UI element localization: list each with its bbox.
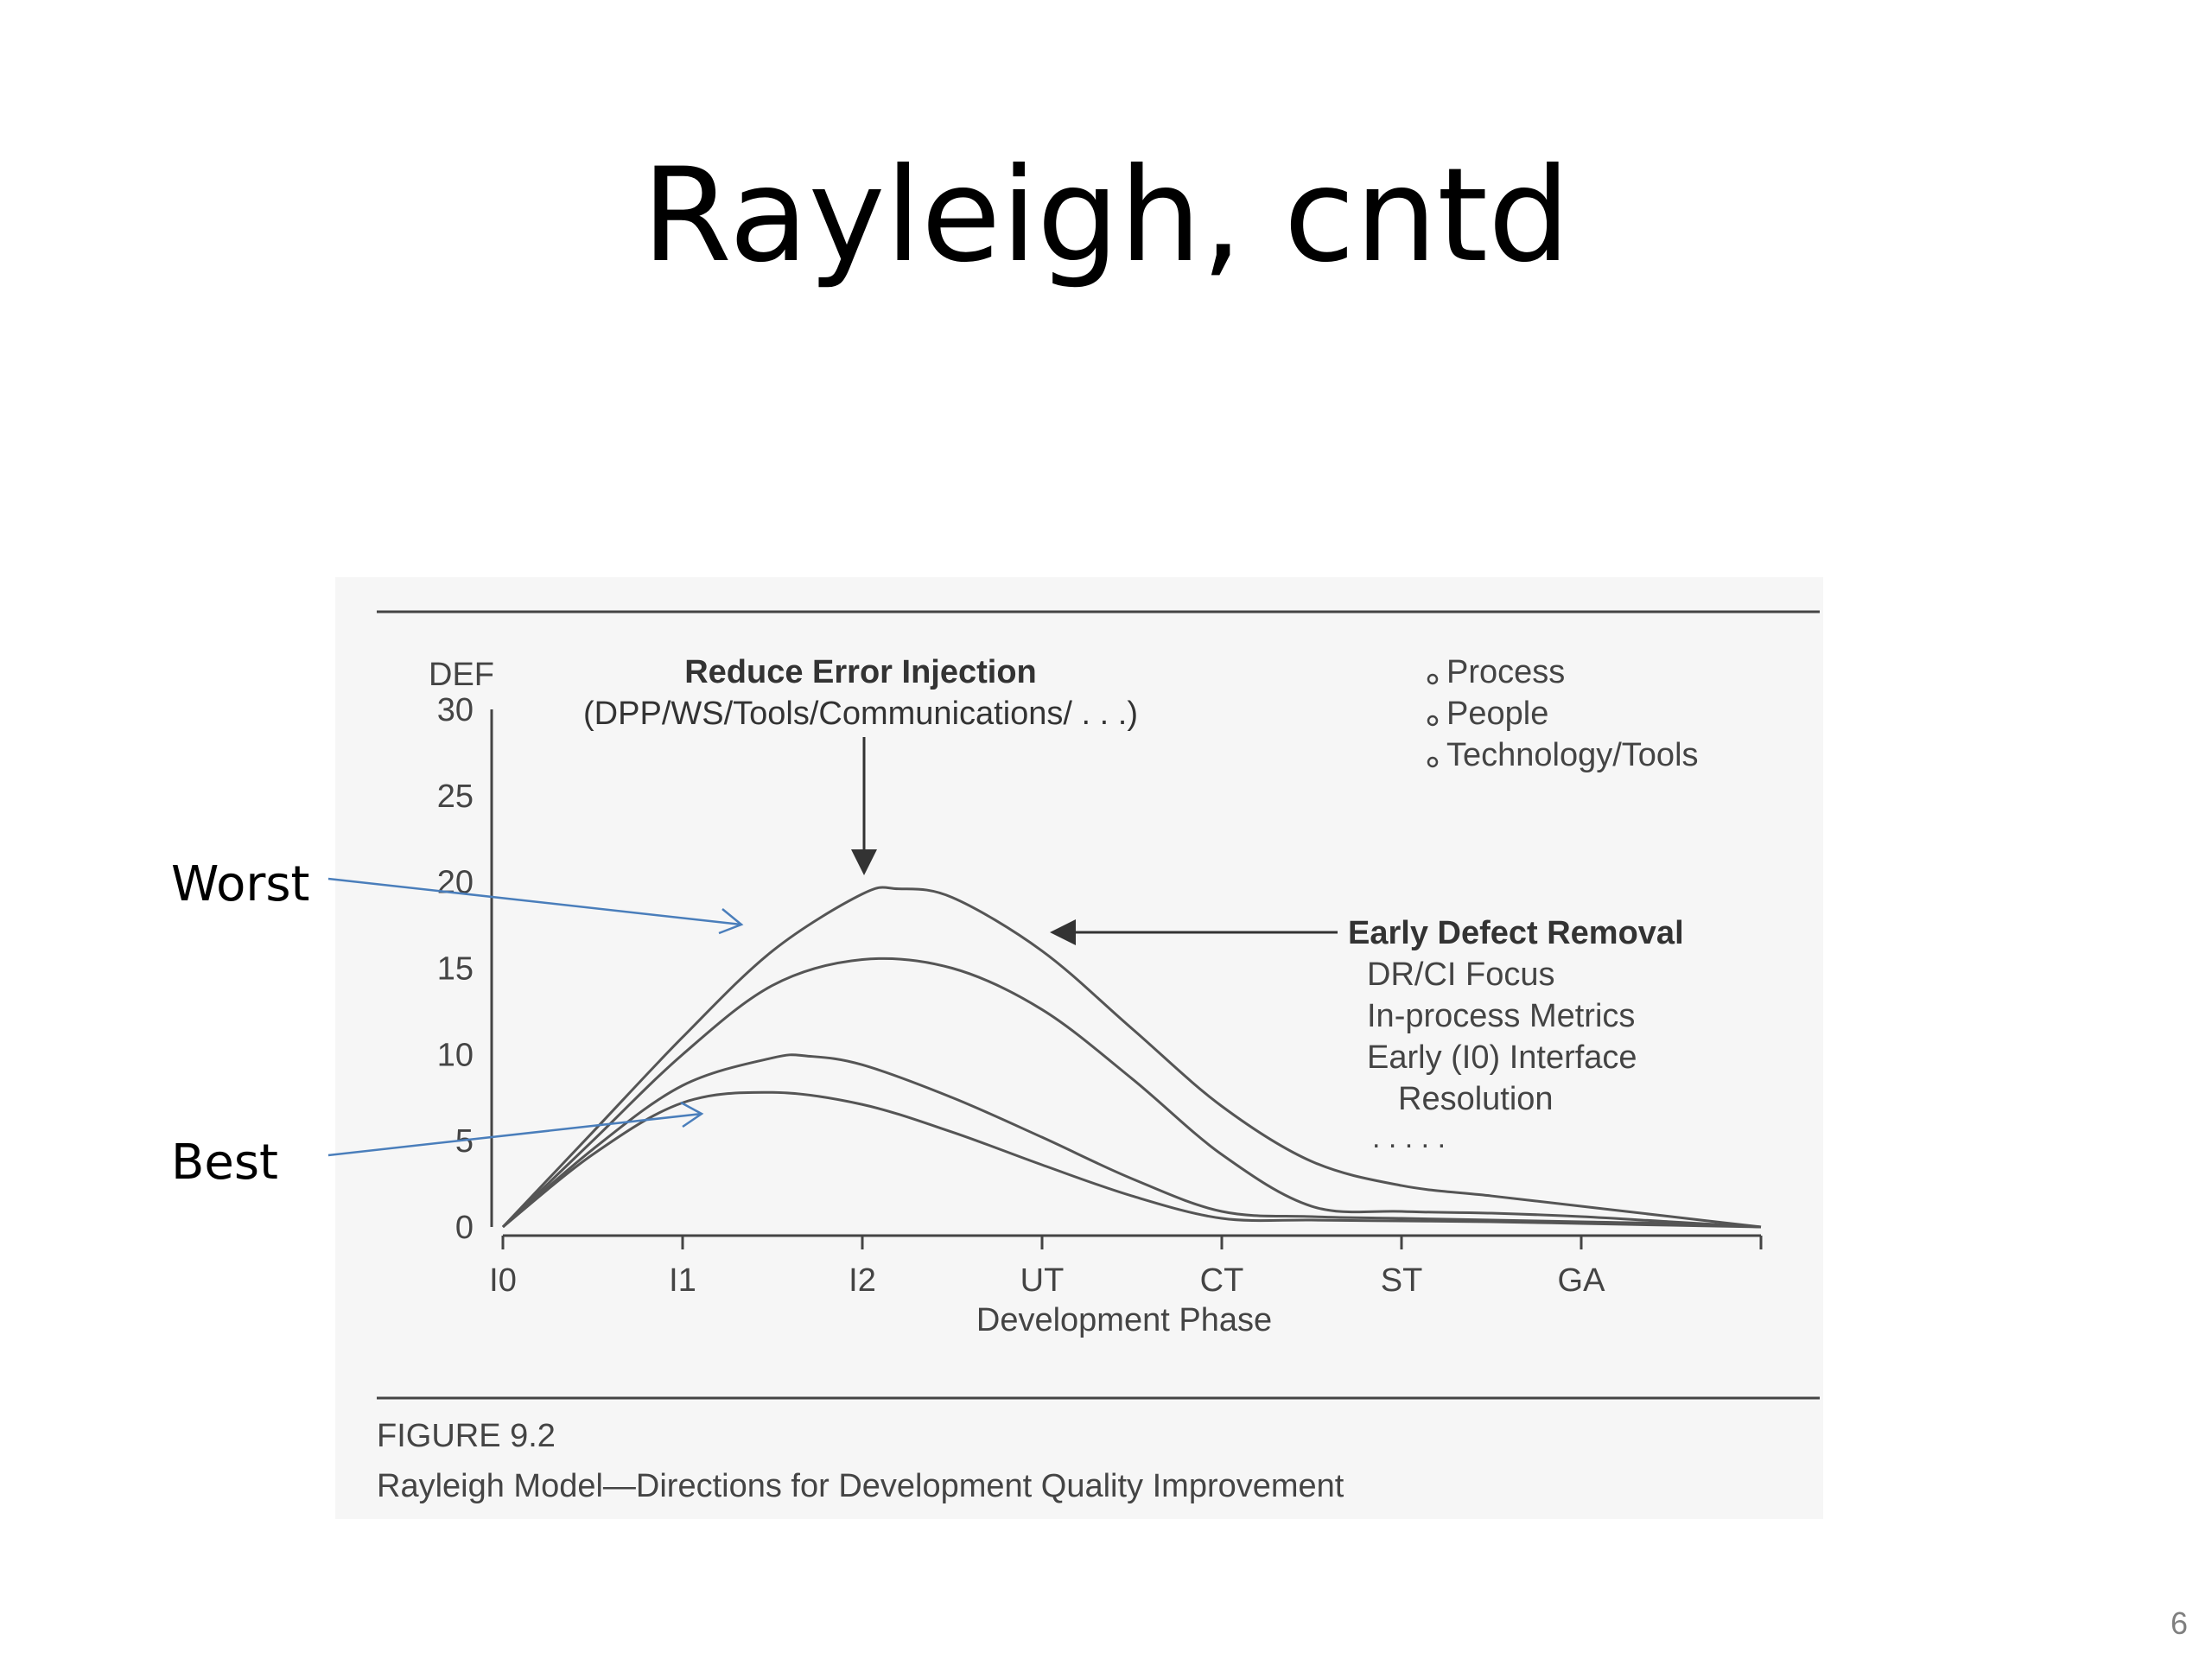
injection-title: Reduce Error Injection	[684, 654, 1037, 690]
x-axis: Development Phase I0 I1 I2 UT CT ST GA	[489, 1234, 1763, 1338]
bullet-item: People	[1446, 696, 1548, 732]
x-tick-label: GA	[1558, 1262, 1606, 1299]
y-tick-label: 25	[437, 779, 474, 815]
bullet-dot	[1427, 756, 1439, 768]
figure-caption: Rayleigh Model—Directions for Developmen…	[377, 1468, 1344, 1504]
removal-item: Resolution	[1398, 1081, 1554, 1117]
x-axis-label: Development Phase	[976, 1302, 1272, 1338]
rayleigh-curve	[501, 957, 1762, 1229]
removal-item: In-process Metrics	[1367, 998, 1635, 1034]
page-number: 6	[2170, 1605, 2188, 1641]
y-tick-label: 10	[437, 1037, 474, 1073]
y-tick-label: 15	[437, 951, 474, 988]
x-tick-label: I1	[669, 1262, 696, 1299]
y-tick-label: 5	[455, 1123, 474, 1160]
best-label: Best	[171, 1135, 278, 1191]
removal-callout: Early Defect Removal DR/CI Focus In-proc…	[1050, 915, 1684, 1154]
figure-number: FIGURE 9.2	[377, 1418, 556, 1454]
worst-label: Worst	[171, 856, 310, 912]
figure-panel: DEF 30 25 20 15 10 5 0 Development Phase I0 I1 I…	[335, 577, 1823, 1519]
bullet-list: Process People Technology/Tools	[1427, 654, 1699, 773]
y-axis-label: DEF	[429, 657, 494, 693]
y-tick-label: 20	[437, 865, 474, 901]
x-tick-label: I0	[489, 1262, 517, 1299]
removal-item: DR/CI Focus	[1367, 957, 1554, 993]
curves	[501, 886, 1762, 1229]
y-tick-label: 30	[437, 692, 474, 728]
removal-title: Early Defect Removal	[1348, 915, 1684, 951]
rayleigh-curve	[501, 886, 1762, 1229]
rayleigh-curve	[502, 1053, 1762, 1229]
x-tick-label: ST	[1381, 1262, 1423, 1299]
injection-callout: Reduce Error Injection (DPP/WS/Tools/Com…	[583, 654, 1138, 875]
injection-subtitle: (DPP/WS/Tools/Communications/ . . .)	[583, 696, 1138, 732]
x-tick-label: UT	[1020, 1262, 1065, 1299]
y-axis: DEF 30 25 20 15 10 5 0	[429, 657, 494, 1246]
rayleigh-curve	[502, 1090, 1762, 1229]
rayleigh-chart: DEF 30 25 20 15 10 5 0 Development Phase I0 I1 I…	[377, 610, 1820, 1504]
y-tick-label: 0	[455, 1210, 474, 1246]
x-tick-label: CT	[1200, 1262, 1244, 1299]
bullet-dot	[1427, 715, 1439, 727]
bullet-item: Process	[1446, 654, 1565, 690]
removal-item: Early (I0) Interface	[1367, 1039, 1637, 1076]
removal-item: . . . . .	[1372, 1122, 1446, 1154]
bullet-item: Technology/Tools	[1446, 737, 1699, 773]
bullet-dot	[1427, 673, 1439, 685]
x-tick-label: I2	[849, 1262, 876, 1299]
slide-title: Rayleigh, cntd	[641, 141, 1571, 291]
